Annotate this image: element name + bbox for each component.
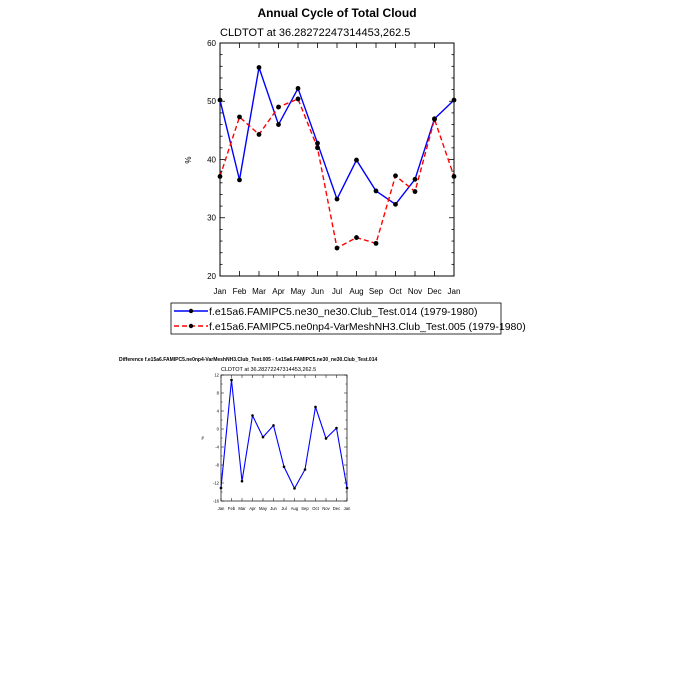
series-2-point xyxy=(315,145,320,151)
y-tick-label: 8 xyxy=(217,390,220,395)
series-1-point xyxy=(276,122,281,127)
legend-marker-series-2 xyxy=(188,323,194,329)
series-2-point xyxy=(432,116,437,122)
series-2-point xyxy=(373,240,379,246)
x-tick-label: Mar xyxy=(238,506,246,511)
y-tick-label: -12 xyxy=(213,480,220,485)
difference-chart-title: Difference f.e15a6.FAMIPC5.ne0np4-VarMes… xyxy=(119,357,377,363)
y-tick-label: 20 xyxy=(207,272,216,281)
series-2-point xyxy=(354,235,359,240)
series-1-point xyxy=(282,465,286,469)
series-line-1 xyxy=(219,67,455,206)
x-tick-label: Nov xyxy=(322,506,330,511)
x-tick-label: Jul xyxy=(332,287,342,296)
series-1-point xyxy=(251,414,254,417)
x-tick-label: Sep xyxy=(369,287,384,296)
series-1-point xyxy=(345,486,349,490)
x-tick-label: Apr xyxy=(272,287,285,296)
main-chart-title: Annual Cycle of Total Cloud xyxy=(257,6,416,20)
legend-label-series-1: f.e15a6.FAMIPC5.ne30_ne30.Club_Test.014 … xyxy=(209,306,478,318)
x-tick-label: Aug xyxy=(349,287,363,296)
series-1-point xyxy=(335,426,338,430)
series-line-1 xyxy=(220,379,348,490)
series-1-point xyxy=(293,487,296,490)
series-1-point xyxy=(230,378,233,382)
legend-marker-series-1 xyxy=(188,308,194,314)
y-tick-label: 12 xyxy=(214,372,219,377)
series-1-point xyxy=(237,177,242,183)
y-tick-label: 4 xyxy=(217,408,220,413)
x-tick-label: Jul xyxy=(281,506,286,511)
x-tick-label: Feb xyxy=(228,506,236,511)
difference-chart: Difference f.e15a6.FAMIPC5.ne0np4-VarMes… xyxy=(119,357,377,511)
y-tick-label: 40 xyxy=(207,155,216,164)
x-tick-label: May xyxy=(259,506,268,511)
difference-chart-plot-frame xyxy=(220,374,348,502)
x-tick-label: May xyxy=(290,287,305,296)
series-1-point xyxy=(295,86,301,91)
series-1-point xyxy=(219,486,223,490)
y-tick-label: 0 xyxy=(217,426,220,431)
x-tick-label: Oct xyxy=(389,287,402,296)
x-tick-label: Sep xyxy=(301,506,309,511)
legend-frame xyxy=(170,302,502,335)
main-chart-subtitle: CLDTOT at 36.28272247314453,262.5 xyxy=(220,27,410,39)
y-tick-label: -8 xyxy=(215,462,219,467)
legend-label-series-2: f.e15a6.FAMIPC5.ne0np4-VarMeshNH3.Club_T… xyxy=(209,321,526,333)
series-1-point xyxy=(393,201,398,207)
main-chart-plot-frame xyxy=(219,42,455,277)
series-1-point xyxy=(303,468,307,471)
legend: f.e15a6.FAMIPC5.ne30_ne30.Club_Test.014 … xyxy=(170,302,526,335)
x-tick-label: Mar xyxy=(252,287,266,296)
x-tick-label: Jan xyxy=(218,506,225,511)
series-2-point xyxy=(393,173,398,179)
x-tick-label: Nov xyxy=(408,287,422,296)
x-tick-label: Jun xyxy=(270,506,277,511)
series-1-point xyxy=(334,196,340,202)
series-1-point xyxy=(315,140,320,146)
series-2-point xyxy=(276,104,281,110)
series-2-point xyxy=(217,173,223,179)
series-2-point xyxy=(295,96,301,102)
x-tick-label: Jan xyxy=(448,287,461,296)
series-1-point xyxy=(373,188,379,194)
x-tick-label: Jun xyxy=(311,287,324,296)
x-tick-label: Dec xyxy=(427,287,441,296)
x-tick-label: Feb xyxy=(233,287,247,296)
series-line-2 xyxy=(219,97,455,250)
x-tick-label: Jan xyxy=(344,506,351,511)
series-1-point xyxy=(272,424,275,427)
x-tick-label: Jan xyxy=(214,287,227,296)
series-2-point xyxy=(256,132,262,137)
series-1-point xyxy=(240,479,244,483)
series-2-point xyxy=(412,189,418,194)
x-tick-label: Dec xyxy=(333,506,340,511)
series-1-point xyxy=(256,65,262,70)
difference-chart-subtitle: CLDTOT at 36.28272247314453,262.5 xyxy=(221,367,316,373)
y-tick-label: 50 xyxy=(207,97,216,106)
x-tick-label: Aug xyxy=(291,506,299,511)
x-tick-label: Oct xyxy=(312,506,319,511)
y-tick-label: 60 xyxy=(207,39,216,48)
series-1-point xyxy=(451,97,457,103)
difference-chart-y-axis-label: % xyxy=(200,436,205,440)
series-1-point xyxy=(314,405,317,409)
y-tick-label: 30 xyxy=(207,214,216,223)
y-tick-label: -4 xyxy=(215,444,219,449)
series-1-point xyxy=(354,157,359,163)
series-1-point xyxy=(412,176,418,182)
series-2-point xyxy=(451,173,457,179)
series-1-point xyxy=(217,97,223,103)
x-tick-label: Apr xyxy=(249,506,256,511)
series-1-point xyxy=(261,435,265,439)
main-chart-y-axis-label: % xyxy=(184,156,193,163)
series-2-point xyxy=(334,245,340,251)
y-tick-label: -16 xyxy=(213,498,220,503)
series-2-point xyxy=(237,114,242,120)
main-chart: Annual Cycle of Total Cloud CLDTOT at 36… xyxy=(184,6,460,296)
series-1-point xyxy=(324,437,328,440)
